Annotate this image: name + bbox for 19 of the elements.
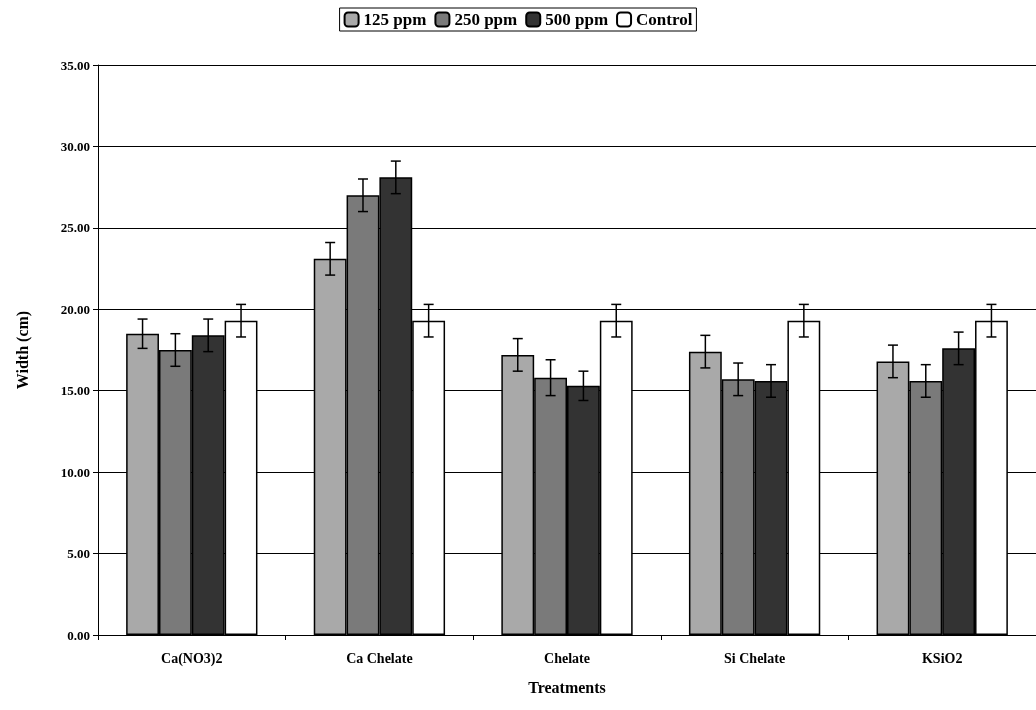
x-tick-label: KSiO2 (921, 650, 963, 666)
y-tick-label: 10.00 (60, 464, 90, 480)
x-tick-label: Ca Chelate (346, 650, 413, 666)
x-tick-label: Ca(NO3)2 (161, 650, 223, 667)
y-tick-label: 5.00 (67, 546, 90, 562)
y-tick-label: 0.00 (67, 627, 90, 643)
y-tick-label: 20.00 (60, 301, 90, 317)
x-axis-title: Treatments (528, 678, 606, 696)
x-tick-label: Chelate (544, 650, 590, 666)
x-tick-label: Si Chelate (724, 650, 786, 666)
legend-label: 500 ppm (545, 10, 609, 29)
y-tick-label: 25.00 (60, 220, 90, 236)
y-tick-label: 30.00 (60, 138, 90, 154)
y-tick-label: 15.00 (60, 383, 90, 399)
y-tick-label: 35.00 (60, 57, 90, 73)
legend-label: 250 ppm (454, 10, 518, 29)
legend-label: Control (636, 10, 693, 29)
y-axis-title: Width (cm) (13, 310, 32, 390)
legend-label: 125 ppm (363, 10, 427, 29)
